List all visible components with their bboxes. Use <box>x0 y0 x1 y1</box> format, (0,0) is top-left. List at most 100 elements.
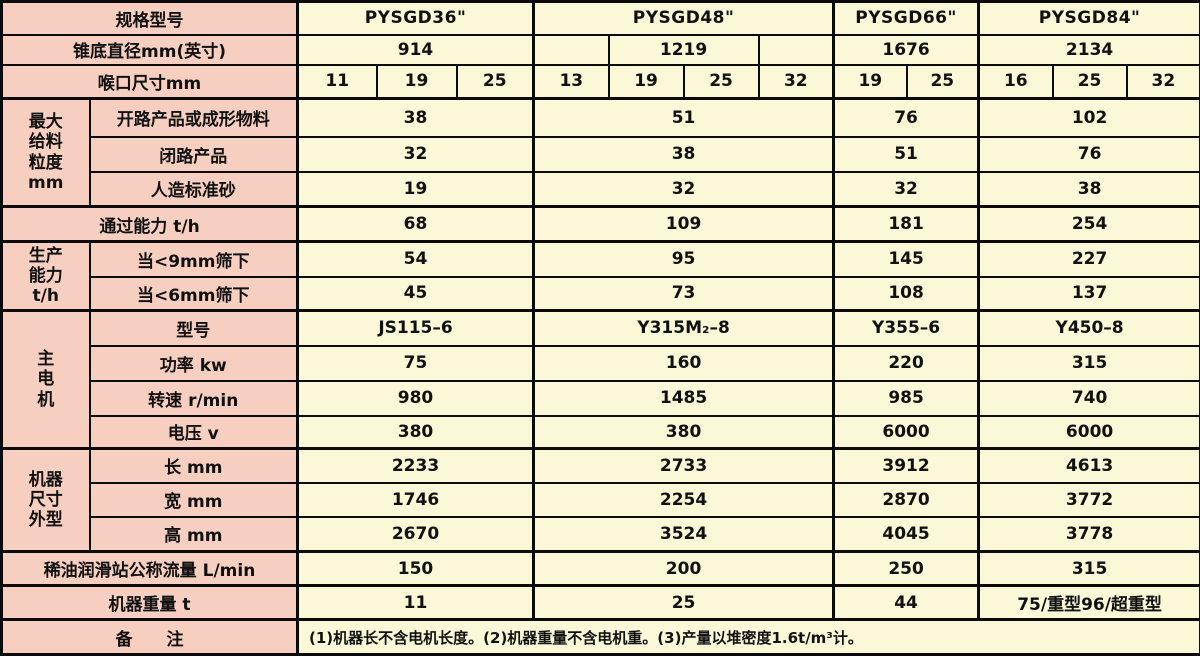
value-cell: 2134 <box>979 35 1200 65</box>
row-motor-speed: 转速 r/min 980 1485 985 740 <box>2 381 1200 416</box>
value-cell: 3912 <box>834 449 979 483</box>
value-cell: 16 <box>979 65 1053 99</box>
value-cell: 75/重型96/超重型 <box>979 586 1200 620</box>
row-production-6mm: 当<6mm筛下 45 73 108 137 <box>2 277 1200 311</box>
value-cell: 2870 <box>834 483 979 517</box>
value-cell: 19 <box>298 172 534 207</box>
value-cell: 32 <box>834 172 979 207</box>
sub-label: 当<9mm筛下 <box>90 242 298 277</box>
sub-label: 宽 mm <box>90 483 298 517</box>
row-spec-header: 规格型号 PYSGD36" PYSGD48" PYSGD66" PYSGD84" <box>2 2 1200 35</box>
value-cell: Y315M₂–8 <box>534 311 834 346</box>
value-cell: 32 <box>298 137 534 172</box>
value-cell: 380 <box>534 416 834 449</box>
row-cone-diameter: 锥底直径mm(英寸) 914 1219 1676 2134 <box>2 35 1200 65</box>
value-cell: 227 <box>979 242 1200 277</box>
value-cell: 32 <box>534 172 834 207</box>
value-cell: 95 <box>534 242 834 277</box>
row-motor-power: 功率 kw 75 160 220 315 <box>2 346 1200 381</box>
value-cell: 76 <box>979 137 1200 172</box>
value-cell: 19 <box>834 65 907 99</box>
sub-label: 闭路产品 <box>90 137 298 172</box>
value-cell: 1746 <box>298 483 534 517</box>
value-cell: 145 <box>834 242 979 277</box>
remarks-label: 备 注 <box>2 620 298 655</box>
row-dim-length: 机器 尺寸 外型 长 mm 2233 2733 3912 4613 <box>2 449 1200 483</box>
spec-header-label: 规格型号 <box>2 2 298 35</box>
sub-label: 长 mm <box>90 449 298 483</box>
sub-label: 电压 v <box>90 416 298 449</box>
row-max-feed-closed: 闭路产品 32 38 51 76 <box>2 137 1200 172</box>
value-cell: 3778 <box>979 517 1200 552</box>
value-cell: 25 <box>1053 65 1127 99</box>
sub-label: 功率 kw <box>90 346 298 381</box>
value-cell: 985 <box>834 381 979 416</box>
value-cell: 2233 <box>298 449 534 483</box>
value-cell: 108 <box>834 277 979 311</box>
value-cell: 54 <box>298 242 534 277</box>
row-dim-height: 高 mm 2670 3524 4045 3778 <box>2 517 1200 552</box>
max-feed-group-label: 最大 给料 粒度 mm <box>2 99 90 207</box>
row-motor-voltage: 电压 v 380 380 6000 6000 <box>2 416 1200 449</box>
row-production-9mm: 生产 能力 t/h 当<9mm筛下 54 95 145 227 <box>2 242 1200 277</box>
sub-label: 高 mm <box>90 517 298 552</box>
sub-label: 转速 r/min <box>90 381 298 416</box>
value-cell: 181 <box>834 207 979 242</box>
value-cell: 19 <box>377 65 457 99</box>
value-cell: 68 <box>298 207 534 242</box>
value-cell: 44 <box>834 586 979 620</box>
value-cell: 25 <box>907 65 979 99</box>
value-cell: 3772 <box>979 483 1200 517</box>
value-cell: Y450–8 <box>979 311 1200 346</box>
value-cell: 6000 <box>834 416 979 449</box>
row-throat-size: 喉口尺寸mm 11 19 25 13 19 25 32 19 25 16 25 … <box>2 65 1200 99</box>
value-cell: 2670 <box>298 517 534 552</box>
value-cell: 11 <box>298 586 534 620</box>
value-cell: 1485 <box>534 381 834 416</box>
value-cell: 200 <box>534 552 834 586</box>
value-cell: 6000 <box>979 416 1200 449</box>
remarks-text: (1)机器长不含电机长度。(2)机器重量不含电机重。(3)产量以堆密度1.6t/… <box>298 620 1200 655</box>
main-motor-group-label: 主 电 机 <box>2 311 90 449</box>
value-cell: Y355–6 <box>834 311 979 346</box>
value-cell: 51 <box>534 99 834 137</box>
model-header-pysgd36: PYSGD36" <box>298 2 534 35</box>
value-cell: 254 <box>979 207 1200 242</box>
value-cell: 1676 <box>834 35 979 65</box>
row-dim-width: 宽 mm 1746 2254 2870 3772 <box>2 483 1200 517</box>
value-cell: 1219 <box>609 35 759 65</box>
row-max-feed-sand: 人造标准砂 19 32 32 38 <box>2 172 1200 207</box>
value-cell: 25 <box>457 65 534 99</box>
value-cell: 45 <box>298 277 534 311</box>
value-cell: 76 <box>834 99 979 137</box>
value-cell: 19 <box>609 65 684 99</box>
value-cell: 32 <box>1127 65 1200 99</box>
value-cell: 2254 <box>534 483 834 517</box>
empty-cell <box>759 35 834 65</box>
value-cell: 315 <box>979 552 1200 586</box>
value-cell: 740 <box>979 381 1200 416</box>
cone-diameter-label: 锥底直径mm(英寸) <box>2 35 298 65</box>
row-remarks: 备 注 (1)机器长不含电机长度。(2)机器重量不含电机重。(3)产量以堆密度1… <box>2 620 1200 655</box>
production-capacity-group-label: 生产 能力 t/h <box>2 242 90 311</box>
through-capacity-label: 通过能力 t/h <box>2 207 298 242</box>
oil-flow-label: 稀油润滑站公称流量 L/min <box>2 552 298 586</box>
model-header-pysgd66: PYSGD66" <box>834 2 979 35</box>
value-cell: 250 <box>834 552 979 586</box>
row-through-capacity: 通过能力 t/h 68 109 181 254 <box>2 207 1200 242</box>
value-cell: 914 <box>298 35 534 65</box>
row-max-feed-open: 最大 给料 粒度 mm 开路产品或成形物料 38 51 76 102 <box>2 99 1200 137</box>
value-cell: 150 <box>298 552 534 586</box>
value-cell: 13 <box>534 65 609 99</box>
value-cell: 75 <box>298 346 534 381</box>
value-cell: 380 <box>298 416 534 449</box>
value-cell: 32 <box>759 65 834 99</box>
value-cell: 220 <box>834 346 979 381</box>
value-cell: 25 <box>684 65 759 99</box>
value-cell: 160 <box>534 346 834 381</box>
machine-weight-label: 机器重量 t <box>2 586 298 620</box>
value-cell: 4045 <box>834 517 979 552</box>
value-cell: 137 <box>979 277 1200 311</box>
value-cell: 3524 <box>534 517 834 552</box>
sub-label: 型号 <box>90 311 298 346</box>
